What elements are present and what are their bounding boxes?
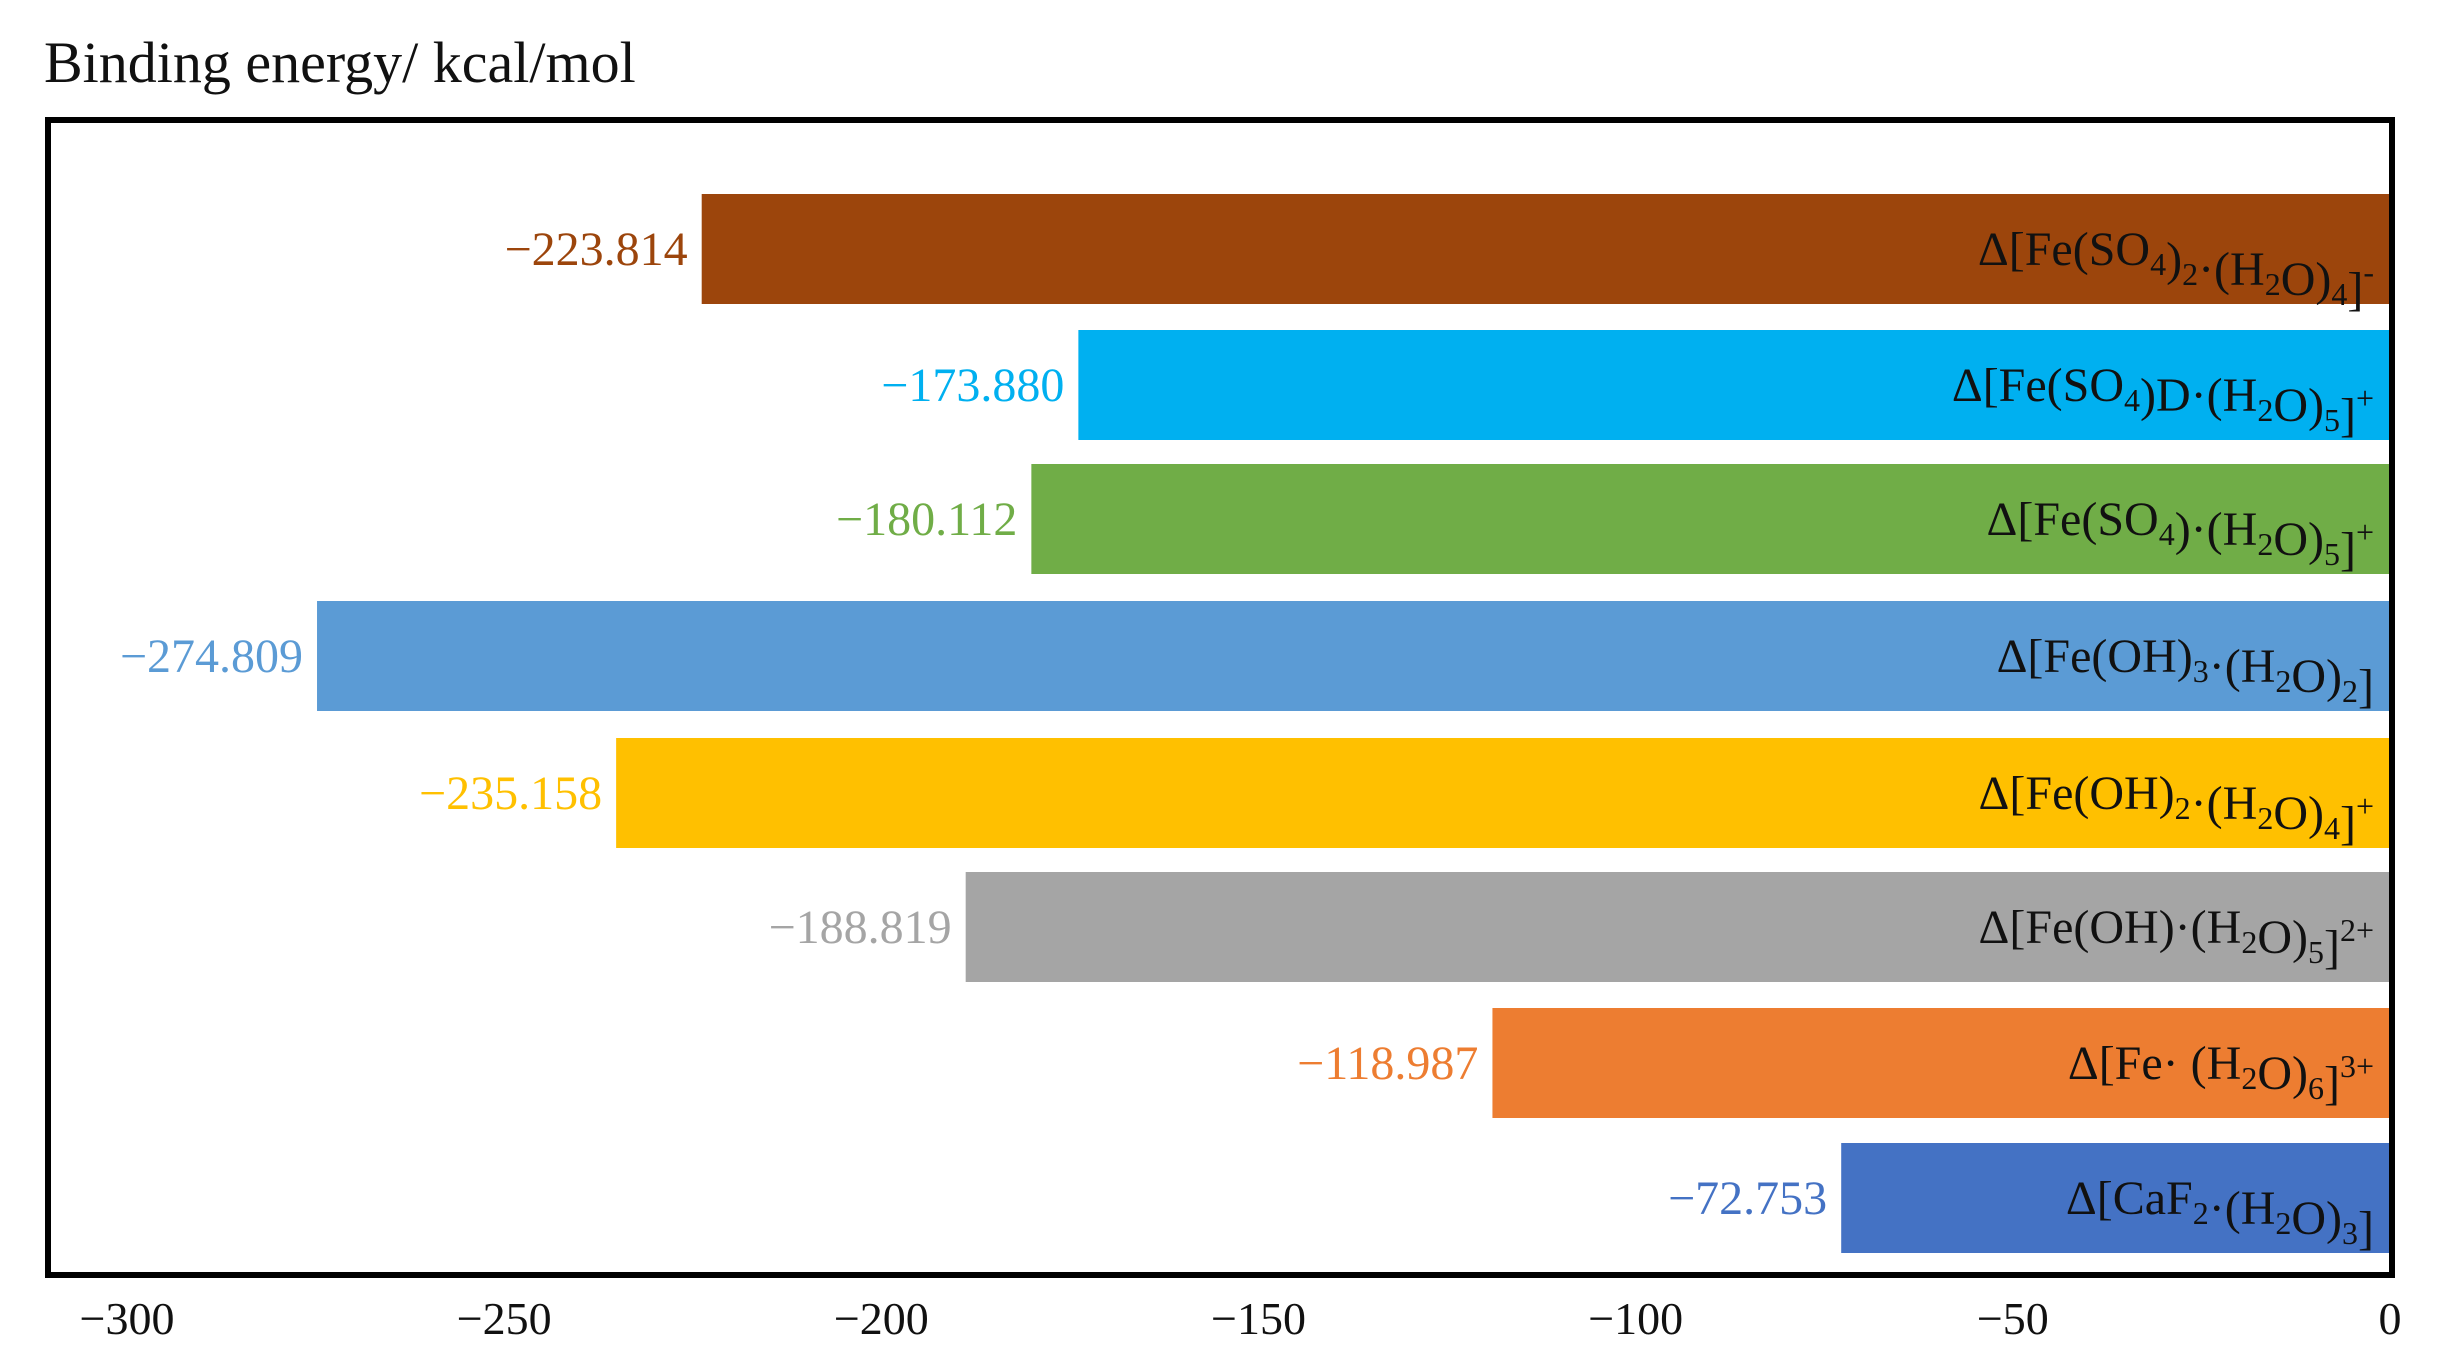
plot-frame — [45, 117, 2395, 1278]
bar — [616, 738, 2391, 848]
bar-value-label: −223.814 — [505, 223, 688, 276]
bar — [317, 601, 2390, 711]
bar-group: −223.814 Δ[Fe(SO4)2·(H2O)4]- — [505, 194, 2390, 316]
bar — [1031, 464, 2390, 574]
bar-group: −180.112 Δ[Fe(SO4)·(H2O)5]+ — [836, 464, 2390, 576]
bar-value-label: −235.158 — [419, 767, 602, 820]
bar-group: −72.753 Δ[CaF2·(H2O)3] — [1668, 1143, 2390, 1255]
bar-category-label: Δ[Fe(SO4)D·(H2O)5]+ — [1952, 359, 2374, 442]
bar-group: −118.987 Δ[Fe· (H2O)6]3+ — [1297, 1008, 2390, 1118]
bar-category-label: Δ[Fe(OH)2·(H2O)4]+ — [1979, 767, 2374, 850]
x-tick-label: −100 — [1588, 1293, 1683, 1344]
bar-group: −274.809 Δ[Fe(OH)3·(H2O)2] — [120, 601, 2390, 713]
bar — [1078, 330, 2390, 440]
bar-group: −235.158 Δ[Fe(OH)2·(H2O)4]+ — [419, 738, 2391, 850]
bar — [1841, 1143, 2390, 1253]
bar — [701, 194, 2390, 304]
bar-value-label: −173.880 — [881, 359, 1064, 412]
bar-category-label: Δ[CaF2·(H2O)3] — [2066, 1172, 2374, 1255]
bar-value-label: −274.809 — [120, 630, 303, 683]
bar — [1492, 1008, 2390, 1118]
bar-value-label: −118.987 — [1297, 1037, 1478, 1090]
x-tick-label: −250 — [457, 1293, 552, 1344]
bar-category-label: Δ[Fe(SO4)2·(H2O)4]- — [1978, 223, 2374, 316]
bar-value-label: −188.819 — [769, 901, 952, 954]
bar-category-label: Δ[Fe(SO4)·(H2O)5]+ — [1986, 493, 2374, 576]
bar-category-label: Δ[Fe(OH)3·(H2O)2] — [1997, 630, 2374, 713]
x-tick-label: −200 — [834, 1293, 929, 1344]
bar-value-label: −72.753 — [1668, 1172, 1827, 1225]
x-tick-label: −300 — [80, 1293, 175, 1344]
bar-category-label: Δ[Fe· (H2O)6]3+ — [2068, 1037, 2374, 1110]
x-tick-label: −150 — [1211, 1293, 1306, 1344]
x-axis: −300 −250 −200 −150 −100 −50 0 — [80, 1293, 2402, 1344]
bar-value-label: −180.112 — [836, 493, 1017, 546]
bar-category-label: Δ[Fe(OH)·(H2O)5]2+ — [1979, 901, 2374, 974]
bar-group: −173.880 Δ[Fe(SO4)D·(H2O)5]+ — [881, 330, 2390, 442]
x-tick-label: 0 — [2379, 1293, 2402, 1344]
x-tick-label: −50 — [1977, 1293, 2049, 1344]
bar-group: −188.819 Δ[Fe(OH)·(H2O)5]2+ — [769, 872, 2391, 982]
bar — [965, 872, 2391, 982]
chart-title: Binding energy/ kcal/mol — [44, 30, 636, 95]
bars-layer: −223.814 Δ[Fe(SO4)2·(H2O)4]- −173.880 Δ[Fe(… — [120, 194, 2391, 1255]
